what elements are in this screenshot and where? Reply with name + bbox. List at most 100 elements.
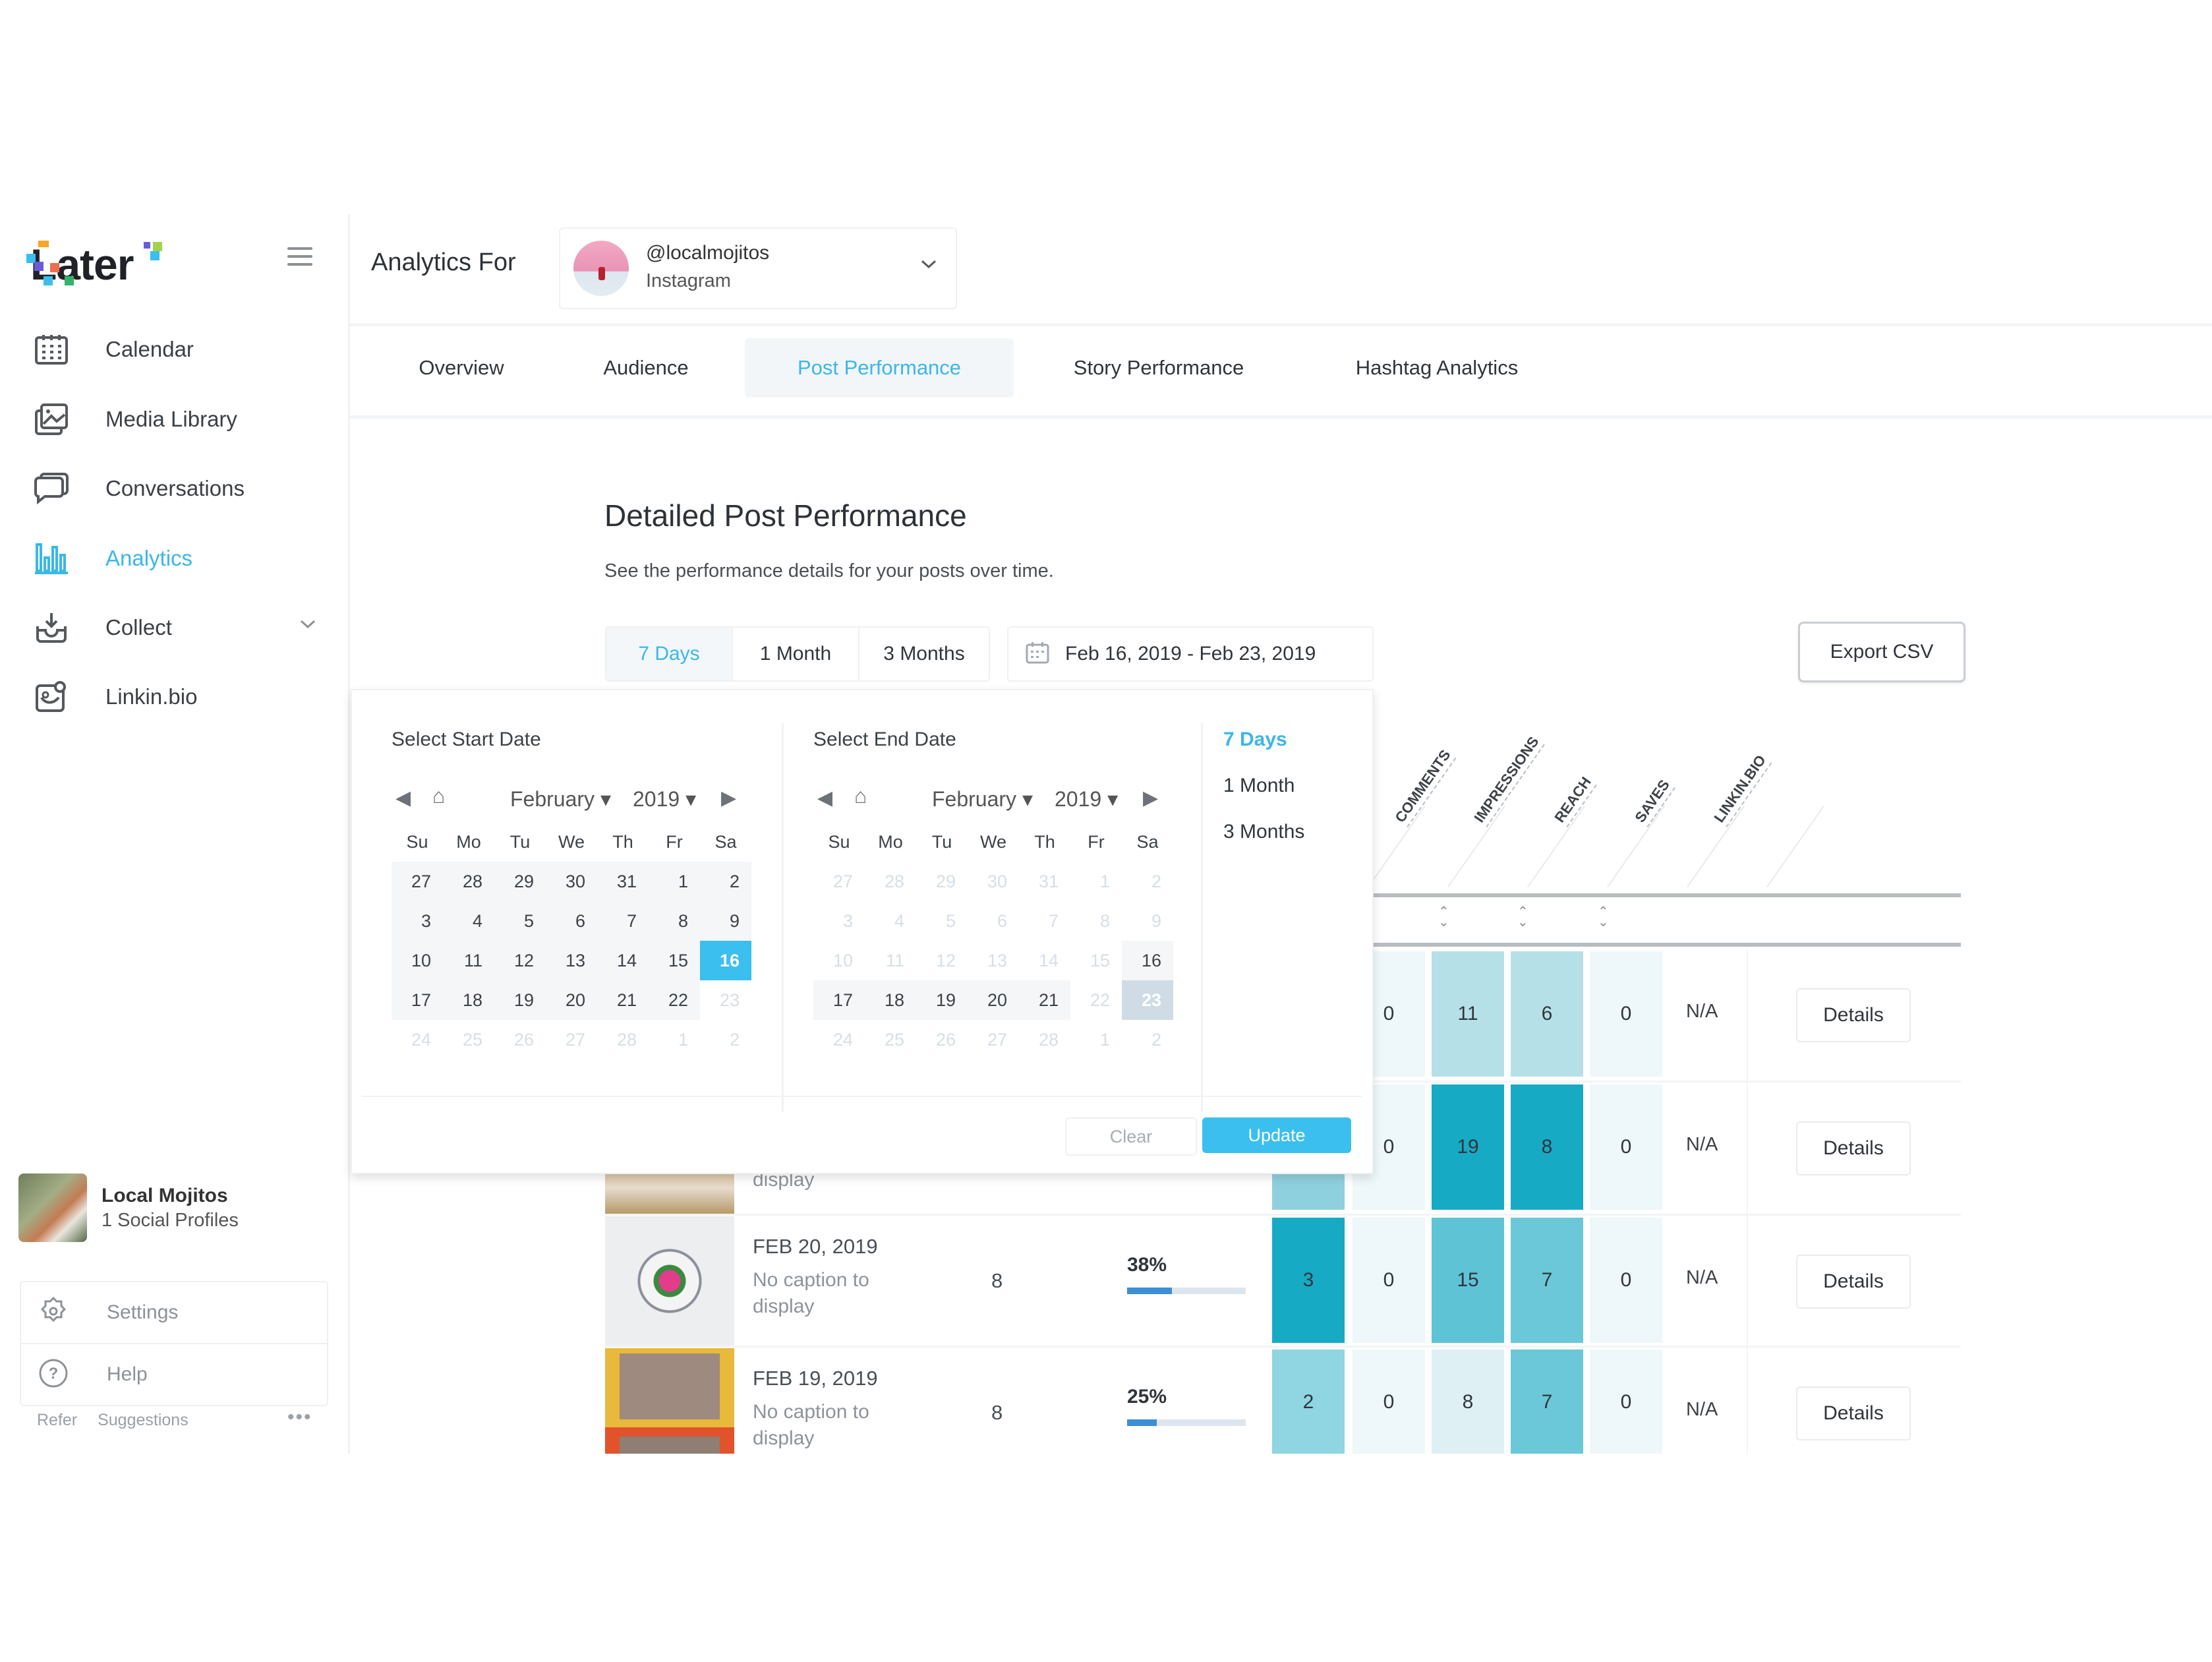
calendar-day[interactable]: 19 bbox=[916, 980, 968, 1020]
calendar-day[interactable]: 10 bbox=[392, 941, 443, 980]
calendar-day[interactable]: 24 bbox=[411, 1029, 431, 1050]
post-thumbnail[interactable] bbox=[605, 1216, 734, 1346]
calendar-day[interactable]: 29 bbox=[494, 862, 546, 901]
calendar-day[interactable]: 25 bbox=[462, 1029, 482, 1050]
previous-month-icon[interactable]: ◀ bbox=[395, 787, 411, 809]
calendar-day[interactable]: 28 bbox=[884, 871, 904, 891]
calendar-day[interactable]: 1 bbox=[649, 862, 700, 901]
calendar-day[interactable]: 3 bbox=[842, 910, 853, 931]
calendar-day[interactable]: 28 bbox=[616, 1029, 637, 1050]
range-1-month-button[interactable]: 1 Month bbox=[733, 628, 859, 680]
quick-range-1-month[interactable]: 1 Month bbox=[1223, 775, 1295, 796]
calendar-day[interactable]: 15 bbox=[649, 941, 700, 980]
calendar-day[interactable]: 26 bbox=[935, 1029, 956, 1050]
calendar-day[interactable]: 16 bbox=[700, 941, 751, 980]
calendar-day[interactable]: 4 bbox=[894, 910, 904, 931]
sidebar-item-media-library[interactable]: Media Library bbox=[33, 396, 323, 442]
more-options-icon[interactable]: ••• bbox=[287, 1406, 312, 1428]
tab-hashtag-analytics[interactable]: Hashtag Analytics bbox=[1355, 356, 1519, 379]
calendar-day[interactable]: 22 bbox=[649, 980, 700, 1020]
calendar-day[interactable]: 21 bbox=[1019, 980, 1070, 1020]
quick-range-7-days[interactable]: 7 Days bbox=[1223, 728, 1287, 750]
tab-overview[interactable]: Overview bbox=[419, 356, 504, 379]
calendar-day[interactable]: 18 bbox=[443, 980, 494, 1020]
date-range-picker[interactable]: Feb 16, 2019 - Feb 23, 2019 bbox=[1007, 626, 1374, 682]
home-icon[interactable]: ⌂ bbox=[854, 784, 867, 808]
later-logo[interactable]: Later bbox=[26, 239, 162, 289]
quick-range-3-months[interactable]: 3 Months bbox=[1223, 821, 1305, 843]
calendar-day[interactable]: 14 bbox=[1038, 950, 1059, 970]
calendar-day[interactable]: 30 bbox=[987, 871, 1007, 891]
calendar-day[interactable]: 17 bbox=[813, 980, 865, 1020]
tab-story-performance[interactable]: Story Performance bbox=[1073, 356, 1244, 379]
sidebar-item-calendar[interactable]: Calendar bbox=[33, 326, 323, 372]
calendar-day[interactable]: 5 bbox=[494, 901, 546, 941]
calendar-day[interactable]: 11 bbox=[443, 941, 494, 980]
profile-switcher[interactable]: Local Mojitos 1 Social Profiles bbox=[18, 1173, 239, 1242]
calendar-day[interactable]: 2 bbox=[1151, 871, 1161, 891]
calendar-day[interactable]: 23 bbox=[719, 990, 740, 1010]
calendar-day[interactable]: 2 bbox=[729, 1029, 740, 1050]
column-header-comments[interactable]: COMMENTS bbox=[1391, 746, 1457, 827]
calendar-day[interactable]: 27 bbox=[392, 862, 443, 901]
home-icon[interactable]: ⌂ bbox=[432, 784, 446, 808]
calendar-day[interactable]: 27 bbox=[987, 1029, 1007, 1050]
calendar-day[interactable]: 8 bbox=[649, 901, 700, 941]
calendar-day[interactable]: 4 bbox=[443, 901, 494, 941]
calendar-day[interactable]: 6 bbox=[997, 910, 1007, 931]
calendar-day[interactable]: 19 bbox=[494, 980, 546, 1020]
calendar-day[interactable]: 17 bbox=[392, 980, 443, 1020]
tab-post-performance[interactable]: Post Performance bbox=[745, 338, 1014, 398]
calendar-day[interactable]: 6 bbox=[546, 901, 597, 941]
calendar-day[interactable]: 31 bbox=[1038, 871, 1059, 891]
details-button[interactable]: Details bbox=[1796, 1121, 1911, 1175]
next-month-icon[interactable]: ▶ bbox=[721, 787, 737, 809]
calendar-day[interactable]: 1 bbox=[1099, 1029, 1110, 1050]
calendar-day[interactable]: 1 bbox=[678, 1029, 688, 1050]
calendar-day[interactable]: 20 bbox=[546, 980, 597, 1020]
calendar-day[interactable]: 21 bbox=[597, 980, 649, 1020]
account-selector[interactable]: @localmojitos Instagram bbox=[559, 227, 957, 309]
calendar-day[interactable]: 15 bbox=[1090, 950, 1110, 970]
suggestions-link[interactable]: Suggestions bbox=[98, 1411, 189, 1429]
sort-icon[interactable]: ⌃ ⌄ bbox=[1517, 905, 1528, 930]
calendar-day[interactable]: 22 bbox=[1090, 990, 1110, 1010]
next-month-icon[interactable]: ▶ bbox=[1143, 787, 1159, 809]
refer-link[interactable]: Refer bbox=[37, 1411, 78, 1429]
details-button[interactable]: Details bbox=[1796, 1386, 1911, 1440]
calendar-day[interactable]: 20 bbox=[968, 980, 1019, 1020]
calendar-day[interactable]: 9 bbox=[1151, 910, 1161, 931]
calendar-day[interactable]: 8 bbox=[1099, 910, 1110, 931]
calendar-day[interactable]: 3 bbox=[392, 901, 443, 941]
calendar-day[interactable]: 1 bbox=[1099, 871, 1110, 891]
column-header-impressions[interactable]: IMPRESSIONS bbox=[1470, 733, 1545, 827]
sidebar-item-analytics[interactable]: Analytics bbox=[33, 535, 323, 581]
month-select[interactable]: February ▾ bbox=[510, 787, 611, 811]
calendar-day[interactable]: 2 bbox=[700, 862, 751, 901]
year-select[interactable]: 2019 ▾ bbox=[633, 787, 697, 811]
previous-month-icon[interactable]: ◀ bbox=[817, 787, 833, 809]
calendar-day[interactable]: 24 bbox=[832, 1029, 853, 1050]
tab-audience[interactable]: Audience bbox=[603, 356, 689, 379]
calendar-day[interactable]: 10 bbox=[832, 950, 853, 970]
calendar-day[interactable]: 2 bbox=[1151, 1029, 1161, 1050]
calendar-day[interactable]: 27 bbox=[832, 871, 853, 891]
calendar-day[interactable]: 5 bbox=[945, 910, 956, 931]
help-link[interactable]: ? Help bbox=[21, 1343, 327, 1405]
calendar-day[interactable]: 16 bbox=[1122, 941, 1173, 980]
post-thumbnail[interactable] bbox=[605, 1348, 734, 1454]
clear-button[interactable]: Clear bbox=[1065, 1117, 1197, 1156]
hamburger-menu-icon[interactable] bbox=[287, 247, 312, 271]
calendar-day[interactable]: 26 bbox=[513, 1029, 534, 1050]
details-button[interactable]: Details bbox=[1796, 988, 1911, 1042]
sidebar-item-collect[interactable]: Collect bbox=[33, 605, 323, 651]
range-7-days-button[interactable]: 7 Days bbox=[606, 628, 733, 680]
calendar-day[interactable]: 11 bbox=[885, 950, 904, 970]
settings-link[interactable]: Settings bbox=[21, 1282, 327, 1343]
month-select[interactable]: February ▾ bbox=[932, 787, 1033, 811]
calendar-day[interactable]: 12 bbox=[935, 950, 956, 970]
calendar-day[interactable]: 7 bbox=[597, 901, 649, 941]
details-button[interactable]: Details bbox=[1796, 1255, 1911, 1309]
calendar-day[interactable]: 14 bbox=[597, 941, 649, 980]
sort-icon[interactable]: ⌃ ⌄ bbox=[1438, 905, 1449, 930]
